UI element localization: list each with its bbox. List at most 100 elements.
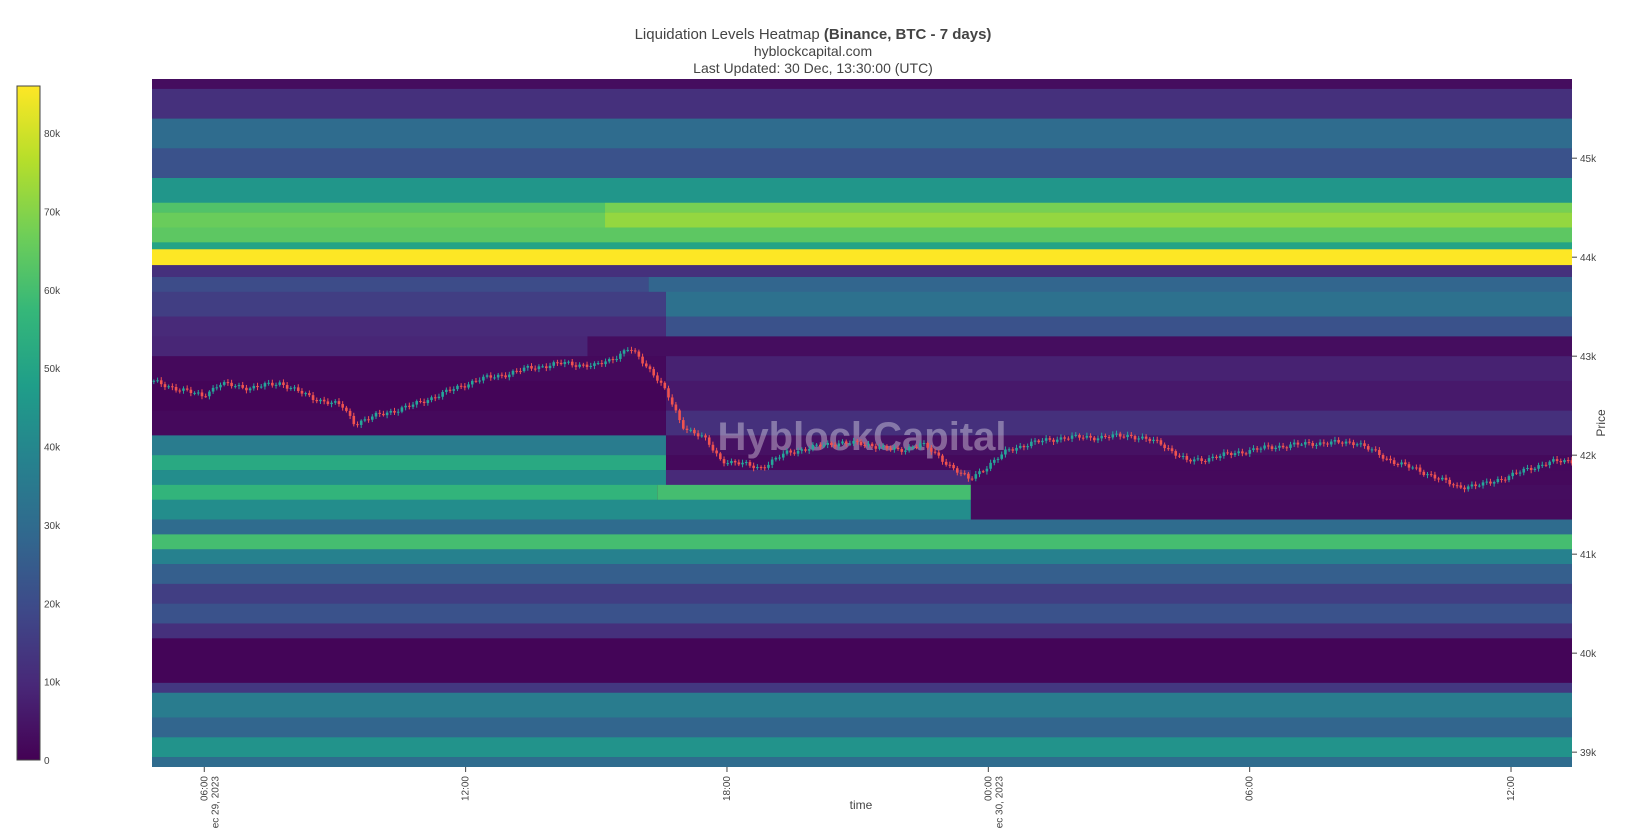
candle-body	[548, 365, 552, 369]
candle-body	[1522, 468, 1526, 473]
candle-body	[1174, 451, 1178, 456]
colorbar-tick-label: 70k	[44, 207, 61, 218]
candle-body	[496, 374, 500, 378]
candle-body	[441, 391, 444, 397]
heatmap-cell	[152, 737, 1572, 758]
candle-body	[326, 401, 330, 405]
candle-body	[193, 392, 196, 394]
candle-body	[404, 405, 407, 408]
heatmap-cell	[152, 316, 666, 337]
candle-body	[1366, 446, 1370, 450]
colorbar: 0 10k 20k 30k 40k 50k 60k 70k 80k	[16, 85, 61, 767]
candle-body	[911, 447, 915, 449]
candle-body	[826, 442, 829, 445]
candle-body	[1285, 447, 1289, 449]
candle-body	[1000, 454, 1004, 459]
candle-body	[1570, 460, 1572, 464]
candle-body	[789, 450, 792, 453]
candle-body	[1015, 447, 1018, 451]
candle-body	[1563, 460, 1566, 463]
heatmap-bands	[152, 79, 1572, 767]
candle-body	[1118, 433, 1122, 437]
candle-body	[400, 407, 404, 412]
candle-body	[1374, 449, 1377, 451]
heatmap-cell	[152, 534, 1572, 550]
candle-body	[670, 397, 674, 405]
x-tick-label: 18:00	[722, 776, 733, 801]
heatmap-cell	[657, 484, 971, 501]
candle-body	[867, 443, 870, 446]
candle-body	[1022, 445, 1026, 448]
colorbar-tick-label: 20k	[44, 599, 61, 610]
candle-body	[863, 444, 867, 446]
candle-body	[1185, 456, 1189, 460]
candle-body	[578, 364, 581, 367]
candle-body	[463, 386, 467, 388]
candle-body	[811, 444, 815, 450]
candle-body	[741, 462, 744, 465]
candle-body	[541, 366, 544, 368]
candle-body	[1281, 445, 1285, 448]
candle-body	[1026, 446, 1029, 448]
candle-body	[1500, 479, 1503, 481]
candle-body	[159, 380, 163, 385]
candle-body	[252, 385, 256, 389]
candle-body	[1078, 434, 1081, 438]
candle-body	[1392, 460, 1396, 465]
candle-body	[507, 374, 511, 378]
candle-body	[941, 455, 944, 462]
heatmap-cell	[152, 692, 1572, 718]
candle-body	[859, 441, 863, 445]
candle-body	[1192, 459, 1196, 462]
candle-body	[1122, 436, 1126, 438]
candle-body	[393, 410, 396, 413]
candle-body	[1526, 467, 1529, 469]
candle-body	[448, 389, 452, 391]
candle-body	[1044, 438, 1048, 441]
heatmap-cell	[152, 470, 666, 486]
candle-body	[767, 464, 770, 468]
candle-body	[1466, 486, 1470, 490]
colorbar-gradient	[16, 85, 41, 761]
colorbar-tick-label: 60k	[44, 286, 61, 297]
heatmap-cell	[152, 603, 1572, 624]
candle-body	[1141, 436, 1144, 439]
candle-body	[693, 429, 696, 434]
heatmap-cell	[665, 316, 1572, 337]
candle-body	[567, 361, 570, 363]
candle-body	[333, 401, 337, 403]
candle-body	[1537, 465, 1540, 469]
candle-body	[478, 380, 481, 382]
candle-body	[1540, 464, 1544, 466]
candle-body	[985, 468, 989, 472]
candle-body	[341, 404, 344, 408]
y-tick-label: 40k	[1580, 649, 1597, 660]
candle-body	[852, 440, 855, 444]
candle-body	[1503, 479, 1507, 481]
candle-body	[967, 473, 970, 479]
candle-body	[1041, 440, 1044, 443]
candle-body	[933, 451, 937, 453]
candle-body	[1007, 449, 1011, 451]
candle-body	[1074, 434, 1078, 436]
candle-body	[759, 467, 763, 469]
candle-body	[630, 349, 633, 351]
candle-body	[1422, 471, 1426, 476]
candle-body	[563, 362, 567, 365]
heatmap-cell	[152, 564, 1572, 585]
heatmap-cell	[665, 380, 1572, 411]
candle-body	[1229, 453, 1233, 456]
candle-body	[781, 453, 785, 458]
candle-body	[715, 450, 718, 454]
candle-body	[1152, 439, 1155, 442]
heatmap-cell	[152, 549, 1572, 565]
candle-body	[1266, 445, 1270, 447]
candle-body	[426, 400, 430, 404]
candle-body	[474, 380, 478, 382]
candle-body	[1485, 481, 1489, 483]
candle-body	[363, 419, 367, 421]
heatmap-cell	[152, 519, 1572, 535]
candle-body	[1137, 438, 1141, 440]
y-tick-label: 39k	[1580, 748, 1597, 759]
